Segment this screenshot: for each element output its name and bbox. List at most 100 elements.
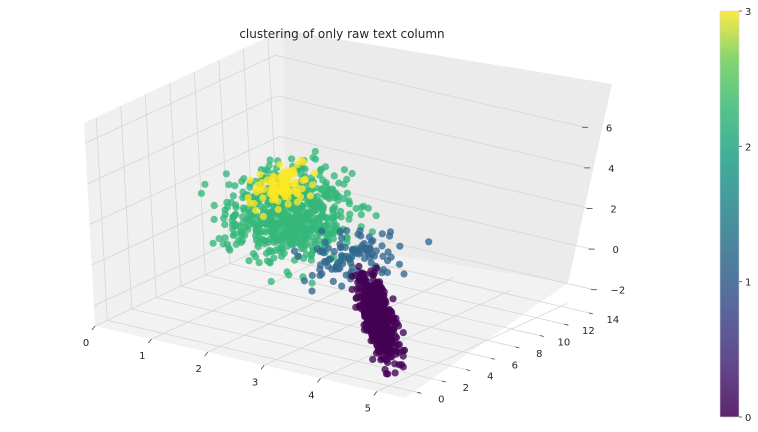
data-point [392, 314, 400, 322]
data-point [237, 231, 245, 239]
data-point [378, 242, 386, 250]
data-point [343, 189, 351, 197]
data-point [309, 153, 317, 162]
x-tick-mark [148, 338, 152, 344]
data-point [373, 341, 381, 349]
data-point [391, 332, 399, 340]
data-point [298, 216, 306, 224]
data-point [300, 277, 308, 285]
z-grid-left [84, 54, 276, 144]
data-point [307, 256, 315, 264]
data-point [370, 269, 378, 277]
y-tick-mark [588, 312, 593, 315]
x-axis-ticks: 0 1 2 3 4 5 [83, 325, 378, 414]
z-grid-left [87, 95, 278, 185]
data-point [238, 177, 246, 185]
data-point [289, 231, 297, 239]
data-point [365, 324, 373, 333]
data-point [340, 166, 348, 174]
y-tick-mark [490, 357, 495, 360]
data-point [395, 260, 404, 268]
data-point [384, 248, 392, 256]
x-tick-label: 5 [365, 403, 371, 414]
data-point [384, 257, 392, 265]
data-point [304, 223, 312, 231]
data-point [293, 183, 301, 192]
data-point [232, 240, 240, 248]
data-point [201, 180, 209, 188]
x-tick-mark [260, 365, 265, 370]
data-point [291, 217, 299, 225]
data-point [357, 276, 365, 284]
data-point [306, 192, 314, 200]
z-tick-label: 0 [613, 245, 619, 256]
x-tick-mark [317, 378, 321, 383]
data-point [308, 271, 316, 280]
data-point [330, 172, 338, 180]
y-grid-floor [278, 240, 589, 314]
x-tick-label: 1 [139, 351, 145, 362]
data-point [329, 277, 337, 285]
x-grid-floor [376, 303, 567, 392]
z-grid-left [89, 136, 280, 225]
data-point [355, 250, 363, 258]
y-tick-label: 14 [607, 315, 620, 326]
data-point [399, 347, 407, 355]
data-point [338, 252, 346, 260]
data-point [252, 231, 260, 240]
data-point [311, 147, 319, 156]
data-point [345, 255, 353, 263]
data-point [239, 204, 247, 212]
data-point [325, 255, 333, 264]
data-point [252, 206, 260, 215]
data-point [324, 262, 332, 270]
data-point [285, 222, 293, 230]
data-point [259, 227, 267, 236]
data-point [272, 176, 280, 185]
data-point [400, 270, 408, 278]
data-point [364, 204, 372, 212]
data-point [245, 257, 253, 265]
data-point [225, 181, 233, 189]
data-point [297, 239, 305, 247]
data-point [332, 221, 340, 230]
data-point [259, 194, 267, 202]
data-point [343, 227, 351, 235]
data-point [305, 209, 313, 217]
data-point [280, 183, 288, 191]
data-point [336, 240, 344, 248]
data-point [337, 213, 345, 221]
data-point [284, 200, 292, 208]
data-point [268, 218, 276, 226]
data-point [378, 230, 386, 238]
x-grid-floor [151, 250, 342, 340]
z-tick-label: −2 [611, 286, 626, 297]
x-tick-label: 2 [196, 364, 202, 375]
z-tick-label: 4 [608, 164, 614, 175]
y-grid-floor [180, 285, 491, 359]
data-point [357, 211, 365, 219]
data-point [267, 277, 275, 286]
y-tick-label: 8 [536, 349, 542, 360]
data-point [362, 319, 370, 327]
data-point [348, 169, 356, 178]
data-point [324, 244, 332, 252]
data-point [231, 182, 239, 190]
y-tick-mark [466, 369, 471, 372]
data-point [356, 301, 364, 309]
data-point [335, 179, 343, 187]
data-point [357, 232, 365, 240]
data-point [274, 205, 282, 214]
data-point [295, 223, 303, 231]
data-point [246, 176, 254, 184]
data-point [321, 163, 330, 171]
data-point [255, 222, 263, 230]
y-tick-mark [417, 391, 422, 394]
y-tick-mark [564, 323, 569, 326]
data-point [215, 235, 223, 243]
chart-title: clustering of only raw text column [239, 27, 444, 41]
data-point [322, 179, 330, 187]
data-point [315, 198, 323, 206]
